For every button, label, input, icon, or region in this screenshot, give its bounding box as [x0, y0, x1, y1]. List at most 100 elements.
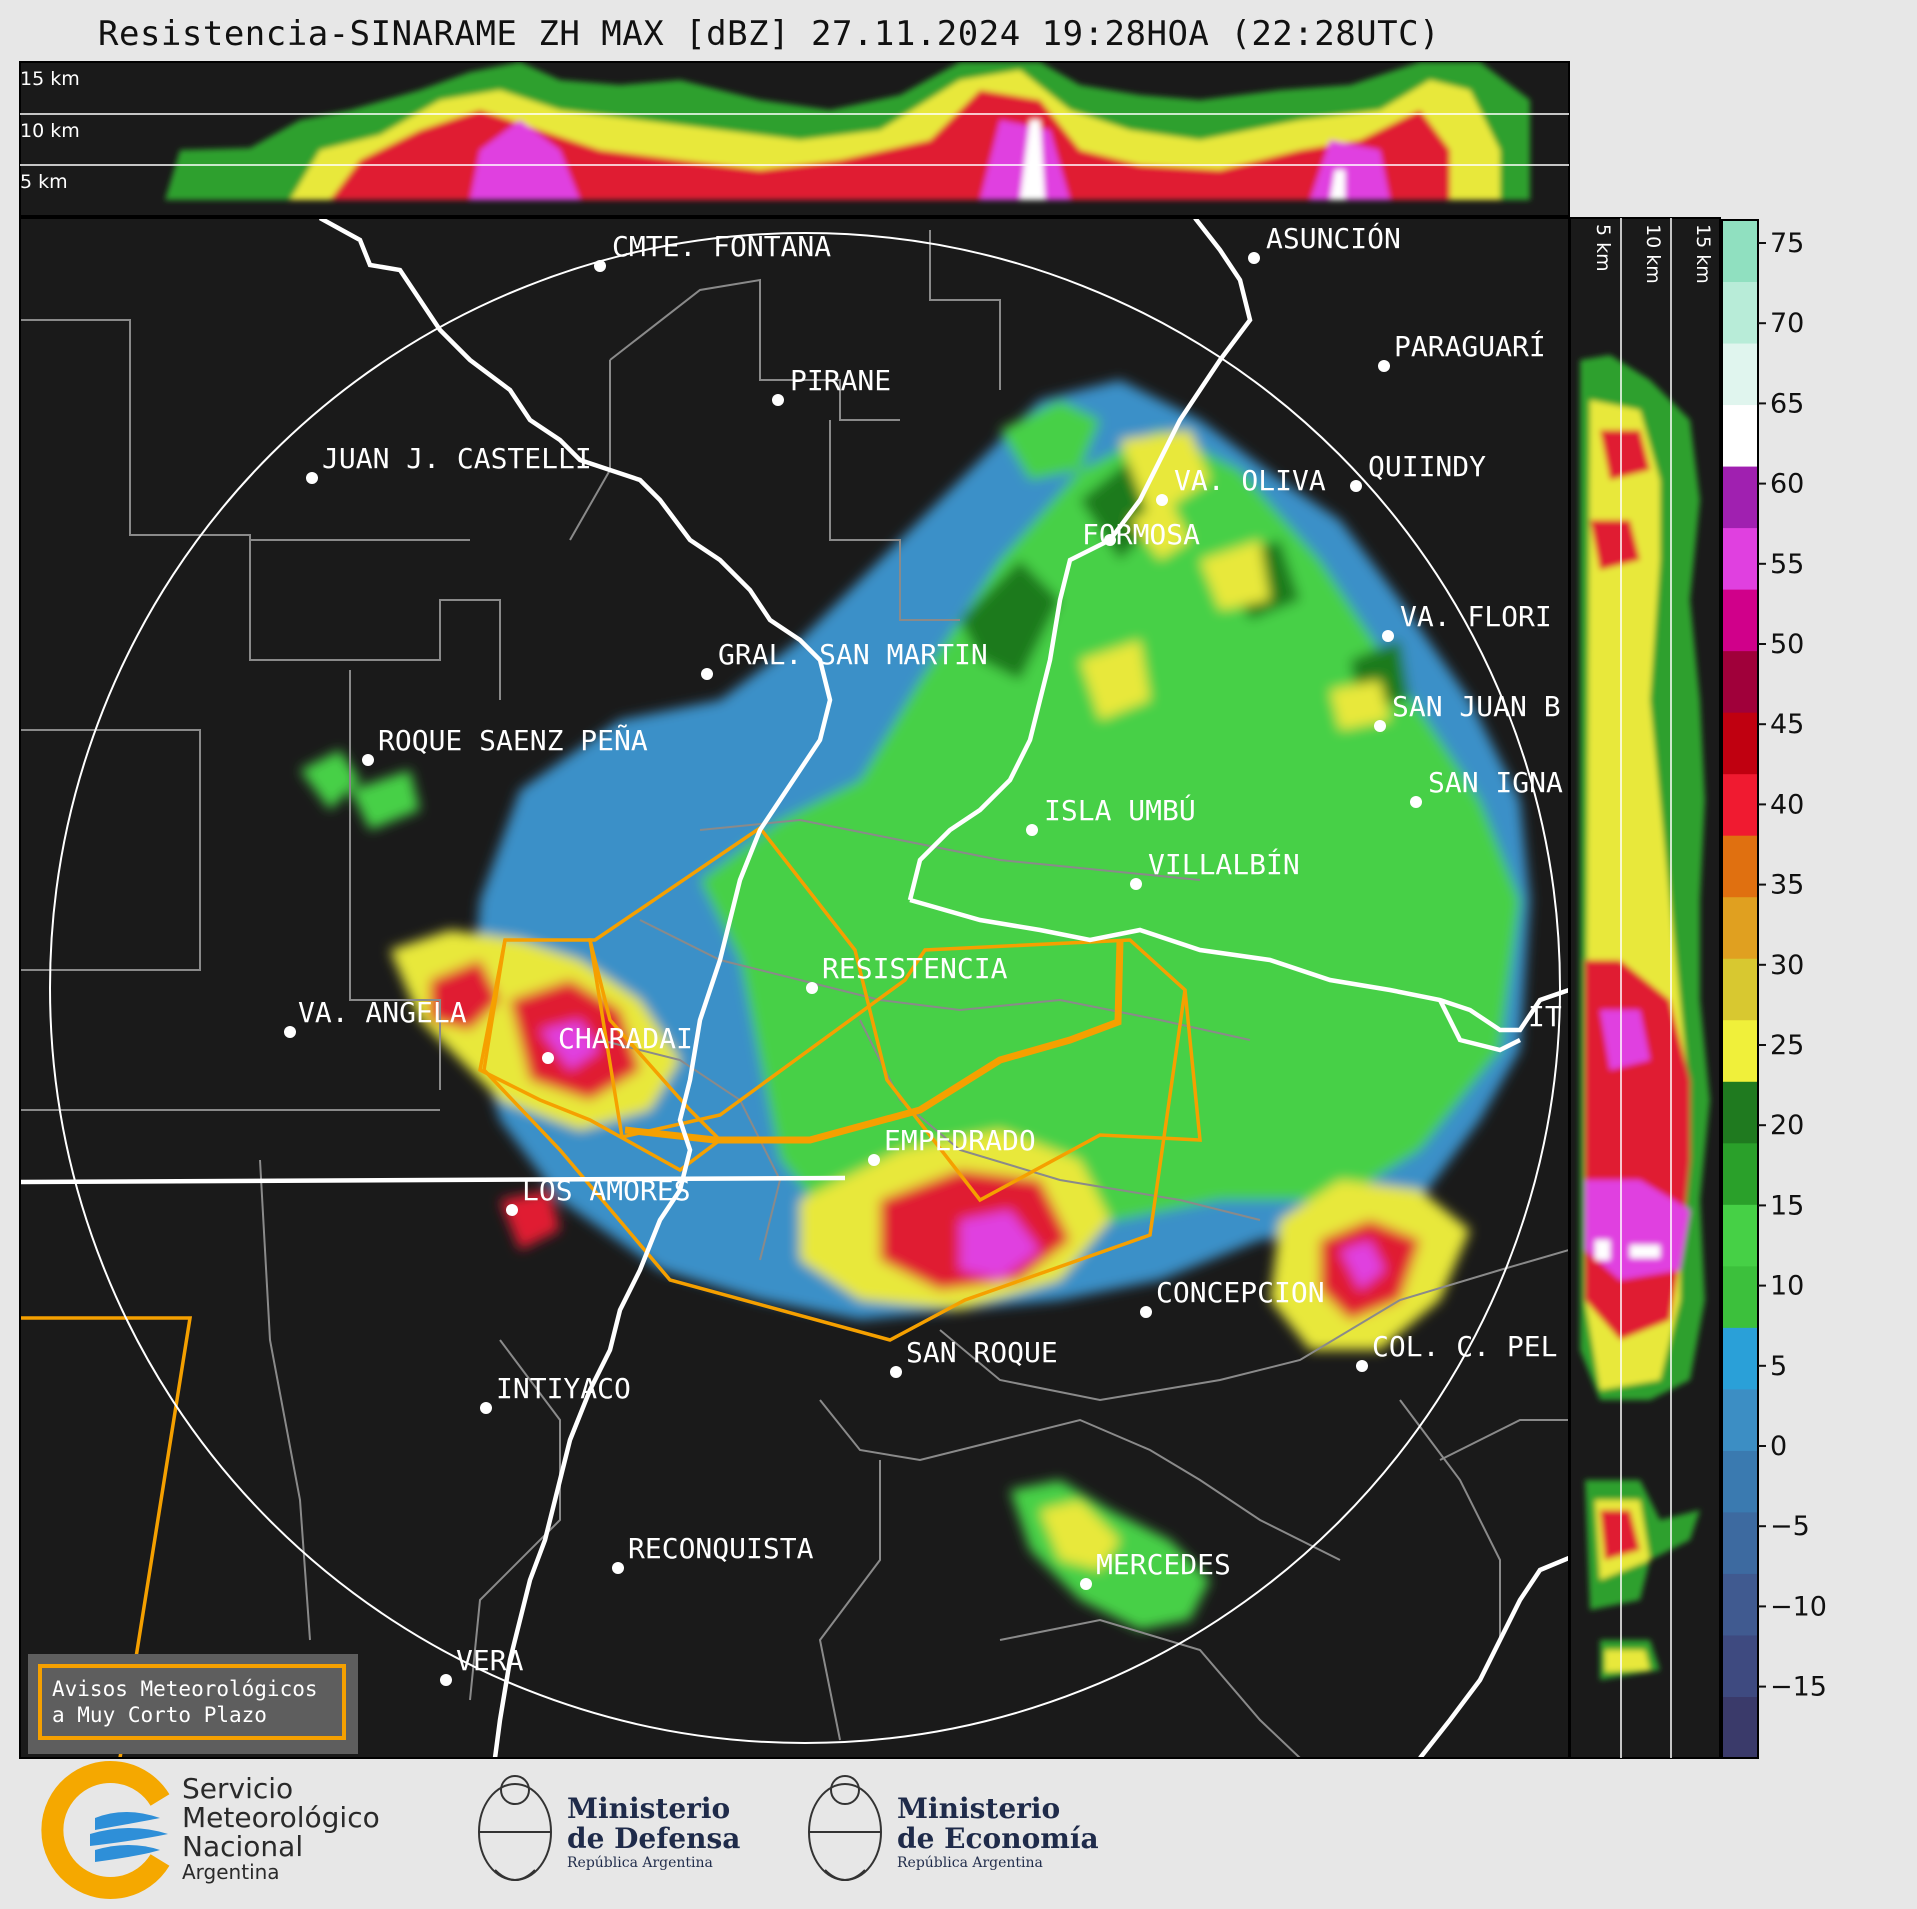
top-profile-label-15: 15 km [20, 68, 80, 90]
place-label: JUAN J. CASTELLI [322, 442, 592, 475]
colorbar-tick-label: 40 [1770, 789, 1804, 820]
place-label: VERA [456, 1644, 524, 1677]
defensa-sub: República Argentina [567, 1855, 713, 1871]
smn-logo-text: Servicio Meteorológico Nacional Argentin… [182, 1774, 380, 1883]
place-label: CHARADAI [558, 1022, 693, 1055]
colorbar-band [1722, 835, 1758, 898]
rivers-and-borders [20, 218, 1569, 1758]
colorbar-tick-label: 15 [1770, 1190, 1804, 1221]
smn-line-3: Nacional [182, 1830, 304, 1863]
colorbar-band [1722, 527, 1758, 590]
place-label: ASUNCIÓN [1266, 221, 1401, 255]
place-label: GRAL. SAN MARTIN [718, 638, 988, 671]
top-height-profile: 15 km 10 km 5 km [19, 61, 1570, 217]
radar-echoes [300, 380, 1530, 1630]
smn-line-2: Meteorológico [182, 1801, 380, 1834]
colorbar-tick-label: 30 [1770, 950, 1804, 981]
department-borders [20, 230, 1569, 1758]
warning-polygons [20, 825, 1202, 1758]
colorbar-band [1722, 1450, 1758, 1513]
colorbar-tick-label: 25 [1770, 1030, 1804, 1061]
place-label: PIRANE [790, 364, 891, 397]
top-profile-label-5: 5 km [20, 171, 68, 193]
place-label: QUIINDY [1368, 450, 1486, 483]
side-profile-label-15: 15 km [1692, 224, 1714, 284]
place-label: VILLALBÍN [1148, 847, 1300, 881]
side-profile-label-5: 5 km [1592, 224, 1614, 272]
colorbar-band [1722, 1696, 1758, 1759]
smn-logo-icon [41, 1761, 170, 1899]
colorbar-tick-label: 35 [1770, 870, 1804, 901]
radar-figure: 15 km 10 km 5 km [19, 61, 1827, 1759]
coat-of-arms-defensa-icon [478, 1775, 552, 1881]
legend-line-2: a Muy Corto Plazo [52, 1703, 267, 1727]
coat-of-arms-economia-icon [808, 1775, 882, 1881]
footer: Servicio Meteorológico Nacional Argentin… [0, 1760, 1917, 1909]
colorbar-band [1722, 650, 1758, 713]
side-height-profile: 5 km 10 km 15 km [1569, 217, 1721, 1759]
defensa-line-2: de Defensa [567, 1822, 741, 1855]
place-label: MERCEDES [1096, 1548, 1231, 1581]
place-label: RECONQUISTA [628, 1532, 814, 1565]
legend-line-1: Avisos Meteorológicos [52, 1677, 318, 1701]
colorbar-band [1722, 1265, 1758, 1328]
colorbar-band [1722, 466, 1758, 529]
place-label: ISLA UMBÚ [1044, 793, 1196, 827]
colorbar-tick-label: 65 [1770, 388, 1804, 419]
place-label: CONCEPCION [1156, 1276, 1325, 1309]
defensa-logo-text: Ministerio de Defensa República Argentin… [567, 1794, 740, 1872]
place-label: ROQUE SAENZ PEÑA [378, 723, 648, 757]
smn-country: Argentina [182, 1860, 280, 1884]
place-label: EMPEDRADO [884, 1124, 1036, 1157]
place-label: VA. ANGELA [298, 996, 467, 1029]
warnings-legend-box: Avisos Meteorológicos a Muy Corto Plazo [28, 1654, 358, 1754]
top-profile-label-10: 10 km [20, 120, 80, 142]
colorbar-band [1722, 1327, 1758, 1390]
economia-line-1: Ministerio [897, 1792, 1061, 1825]
colorbar-tick-label: 55 [1770, 549, 1804, 580]
place-label: INTIYACO [496, 1372, 631, 1405]
colorbar-tick-label: 0 [1770, 1431, 1787, 1462]
colorbar-band [1722, 281, 1758, 344]
range-ring [49, 232, 1561, 1744]
place-label: VA. FLORI [1400, 600, 1552, 633]
economia-logo-text: Ministerio de Economía República Argenti… [897, 1794, 1099, 1872]
map-title: Resistencia-SINARAME ZH MAX [dBZ] 27.11.… [98, 14, 1441, 54]
place-label: LOS AMORES [522, 1174, 691, 1207]
colorbar-tick-label: 50 [1770, 629, 1804, 660]
colorbar-band [1722, 1019, 1758, 1082]
colorbar-band [1722, 1634, 1758, 1697]
colorbar-band [1722, 773, 1758, 836]
economia-sub: República Argentina [897, 1855, 1043, 1871]
place-markers [284, 252, 1422, 1686]
colorbar-tick-label: 45 [1770, 709, 1804, 740]
colorbar-band [1722, 404, 1758, 467]
radar-map: CMTE. FONTANA ASUNCIÓN PIRANE PARAGUARÍ … [19, 217, 1570, 1759]
colorbar-tick-label: −15 [1770, 1672, 1827, 1703]
colorbar-band [1722, 896, 1758, 959]
colorbar-band [1722, 220, 1758, 283]
colorbar-band [1722, 589, 1758, 652]
colorbar-band [1722, 1388, 1758, 1451]
colorbar-band [1722, 958, 1758, 1021]
colorbar-band [1722, 712, 1758, 775]
defensa-line-1: Ministerio [567, 1792, 731, 1825]
place-label: SAN ROQUE [906, 1336, 1058, 1369]
place-label: SAN JUAN B [1392, 690, 1561, 723]
place-label: PARAGUARÍ [1394, 329, 1546, 363]
place-label: CMTE. FONTANA [612, 230, 831, 263]
place-label: SAN IGNA [1428, 766, 1563, 799]
colorbar-tick-label: −10 [1770, 1591, 1827, 1622]
colorbar-tick-label: 70 [1770, 308, 1804, 339]
economia-line-2: de Economía [897, 1822, 1099, 1855]
footer-logos [41, 1761, 882, 1899]
place-label: IT [1528, 1000, 1562, 1033]
colorbar-tick-label: 10 [1770, 1271, 1804, 1302]
colorbar-band [1722, 1204, 1758, 1267]
colorbar-tick-label: 5 [1770, 1351, 1787, 1382]
place-label: RESISTENCIA [822, 952, 1008, 985]
colorbar-band [1722, 1142, 1758, 1205]
colorbar-band [1722, 1081, 1758, 1144]
colorbar-band [1722, 1573, 1758, 1636]
